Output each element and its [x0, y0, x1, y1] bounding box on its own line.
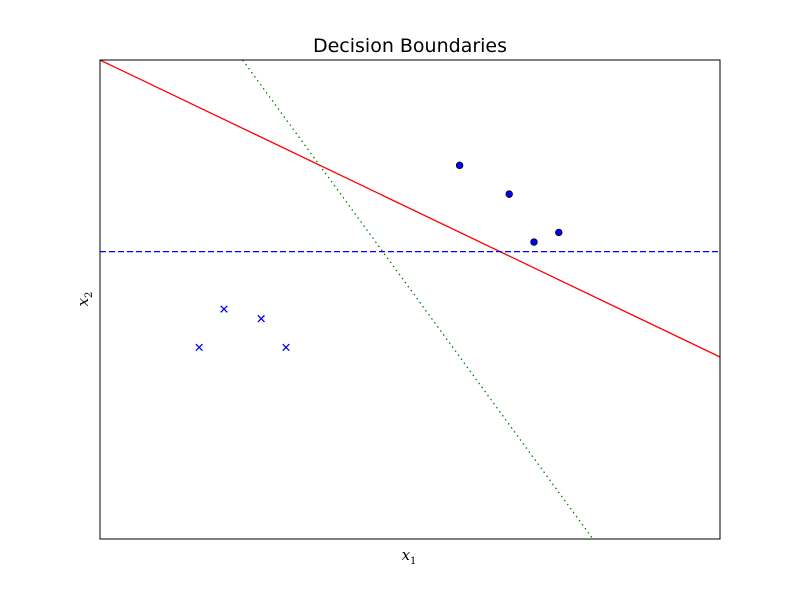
- circle-point: [530, 238, 538, 246]
- dotted-decision-boundary: [242, 60, 594, 539]
- plot-frame: [99, 59, 721, 540]
- y-axis-label-sub: 2: [84, 292, 95, 298]
- cross-point: [195, 343, 203, 352]
- circle-point: [555, 228, 563, 237]
- x-axis-label-sub: 1: [410, 556, 416, 567]
- x-axis-label-base: x: [402, 546, 411, 564]
- chart-title: Decision Boundaries: [313, 35, 507, 57]
- plot-content: [100, 60, 720, 539]
- circle-point: [505, 190, 513, 198]
- cross-point: [220, 305, 228, 313]
- y-axis-label: x2: [74, 292, 95, 307]
- circle-point: [455, 161, 464, 170]
- y-axis-label-base: x: [74, 297, 92, 306]
- cross-point: [282, 343, 290, 352]
- solid-decision-boundary: [100, 60, 720, 358]
- x-axis-label: x1: [402, 546, 417, 567]
- cross-point: [257, 314, 265, 323]
